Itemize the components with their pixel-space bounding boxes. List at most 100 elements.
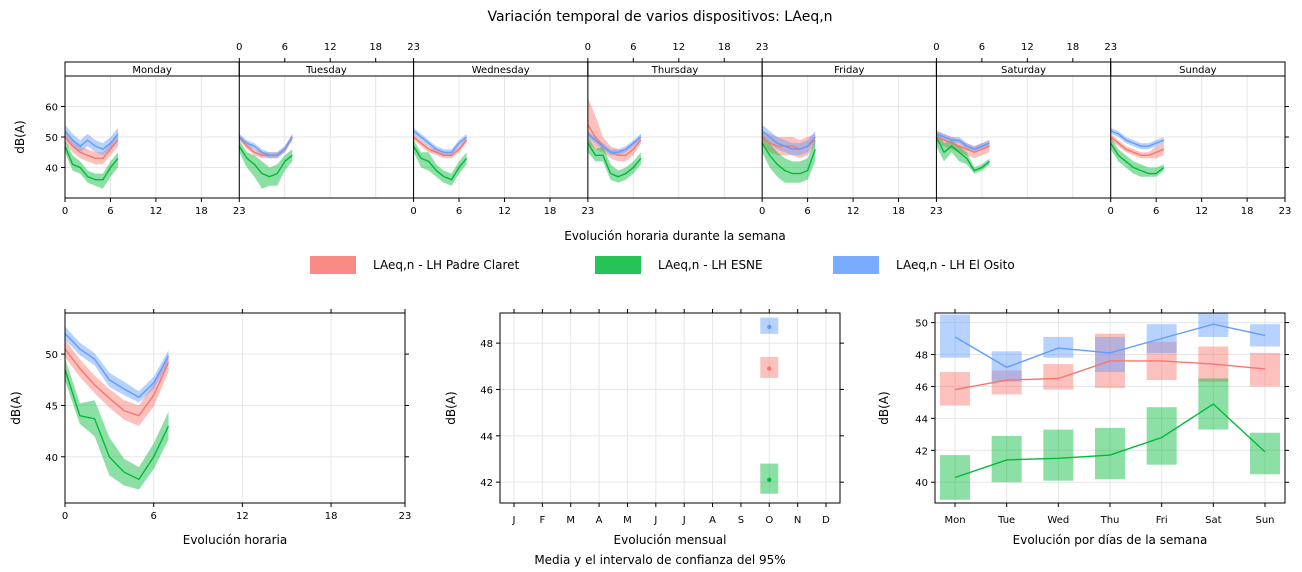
confidence-band-osito <box>413 127 467 156</box>
confidence-band-claret <box>65 339 169 426</box>
x-tick-label: J <box>653 515 657 526</box>
mean-line-esne <box>587 142 642 178</box>
x-tick-label: Tue <box>997 515 1015 526</box>
tick-label: 6 <box>1153 206 1159 217</box>
x-tick-label: O <box>765 515 773 526</box>
y-tick-label: 45 <box>45 401 58 412</box>
x-tick-label: 6 <box>151 511 157 522</box>
mean-line-esne <box>413 145 468 181</box>
chart-footer: Media y el intervalo de confianza del 95… <box>534 553 785 567</box>
tick-label: 23 <box>233 206 246 217</box>
confidence-box-osito <box>1043 336 1074 358</box>
confidence-band-osito <box>1110 127 1164 150</box>
mean-line-claret <box>936 136 990 154</box>
confidence-box-osito <box>1095 336 1125 373</box>
hourly-panel: 40 45 50 dB(A) Evolución horaria 0 6 12 18 23 <box>9 309 411 547</box>
weekday-panel: 40 42 44 46 48 50 dB(A) Evolución por días de l… <box>877 309 1289 547</box>
legend: LAeq,n - LH Padre Claret LAeq,n - LH ESNE… <box>310 256 1015 274</box>
mean-line-claret <box>1110 136 1165 156</box>
y-tick-label: 50 <box>45 350 58 361</box>
confidence-band-claret <box>762 130 816 159</box>
tick-label: 18 <box>369 42 382 53</box>
x-tick-label: J <box>512 515 516 526</box>
tick-label: 12 <box>150 206 163 217</box>
tick-label: 18 <box>195 206 208 217</box>
y-axis-label: dB(A) <box>877 391 891 424</box>
y-tick-label: 48 <box>480 339 493 350</box>
mean-line-esne <box>1110 142 1165 175</box>
day-strip-label: Thursday <box>651 65 699 76</box>
tick-label: 0 <box>1108 206 1114 217</box>
tick-label: 12 <box>1021 42 1034 53</box>
confidence-band-esne <box>65 358 169 490</box>
mean-line-osito <box>238 136 293 156</box>
confidence-band-osito <box>239 133 293 159</box>
x-axis-label: Evolución horaria durante la semana <box>564 229 785 243</box>
y-tick-label: 46 <box>480 385 493 396</box>
tick-label: 6 <box>282 42 288 53</box>
mean-line-osito <box>954 323 1266 369</box>
mean-line-osito <box>761 130 816 150</box>
tick-label: 0 <box>236 42 242 53</box>
tick-label: 18 <box>1241 206 1254 217</box>
x-tick-label: 0 <box>62 511 68 522</box>
confidence-band-esne <box>239 140 293 189</box>
confidence-box-claret <box>940 372 970 406</box>
day-strip-label: Sunday <box>1179 65 1216 76</box>
plot-frame <box>499 312 841 504</box>
tick-label: 23 <box>1279 206 1292 217</box>
tick-label: 0 <box>933 42 939 53</box>
confidence-band-osito <box>762 124 816 156</box>
confidence-band-osito <box>587 130 641 156</box>
x-axis-label: Evolución horaria <box>183 533 288 547</box>
legend-swatch-osito <box>833 256 879 274</box>
tick-label: 0 <box>62 206 68 217</box>
confidence-band-esne <box>936 130 990 174</box>
mean-line-claret <box>64 136 119 159</box>
mean-line-esne <box>64 145 119 181</box>
tick-label: 18 <box>892 206 905 217</box>
mean-point-osito <box>767 324 772 330</box>
x-tick-label: J <box>682 515 686 526</box>
confidence-box-claret <box>991 370 1022 395</box>
tick-label: 23 <box>930 206 943 217</box>
x-tick-label: Sun <box>1255 515 1274 526</box>
x-tick-label: Wed <box>1047 515 1069 526</box>
y-tick-label: 40 <box>45 453 58 464</box>
mean-line-esne <box>935 136 990 172</box>
legend-label-esne: LAeq,n - LH ESNE <box>658 258 763 272</box>
tick-label: 23 <box>581 206 594 217</box>
mean-point-claret <box>767 366 772 371</box>
mean-line-esne <box>64 369 170 481</box>
tick-label: 0 <box>585 42 591 53</box>
confidence-band-osito <box>65 326 169 403</box>
confidence-box-esne <box>1095 427 1125 480</box>
y-axis-label: dB(A) <box>444 391 458 424</box>
y-tick-label: 44 <box>480 432 493 443</box>
tick-label: 18 <box>1066 42 1079 53</box>
confidence-band-claret <box>239 133 293 159</box>
confidence-box-esne <box>1250 432 1280 475</box>
tick-label: 12 <box>847 206 860 217</box>
tick-label: 6 <box>107 206 113 217</box>
tick-label: 18 <box>544 206 557 217</box>
monthly-panel: 42 44 46 48 dB(A) Evolución mensual J F M A M J J A S O… <box>444 309 844 547</box>
x-tick-label: A <box>709 515 716 526</box>
x-tick-label: M <box>623 515 632 526</box>
mean-line-claret <box>64 348 170 417</box>
y-tick-label: 50 <box>45 133 58 144</box>
y-axis-label: dB(A) <box>13 120 27 153</box>
legend-swatch-esne <box>595 256 641 274</box>
mean-line-osito <box>64 130 119 151</box>
x-tick-label: Sat <box>1205 515 1221 526</box>
legend-label-osito: LAeq,n - LH El Osito <box>896 258 1015 272</box>
confidence-band-osito <box>936 130 990 153</box>
y-tick-label: 42 <box>915 446 928 457</box>
y-tick-label: 40 <box>45 164 58 175</box>
tick-label: 23 <box>407 42 420 53</box>
y-tick-label: 42 <box>480 478 493 489</box>
plot-frame <box>64 61 1286 199</box>
confidence-band-claret <box>413 133 467 159</box>
tick-label: 12 <box>1195 206 1208 217</box>
tick-label: 12 <box>324 42 337 53</box>
